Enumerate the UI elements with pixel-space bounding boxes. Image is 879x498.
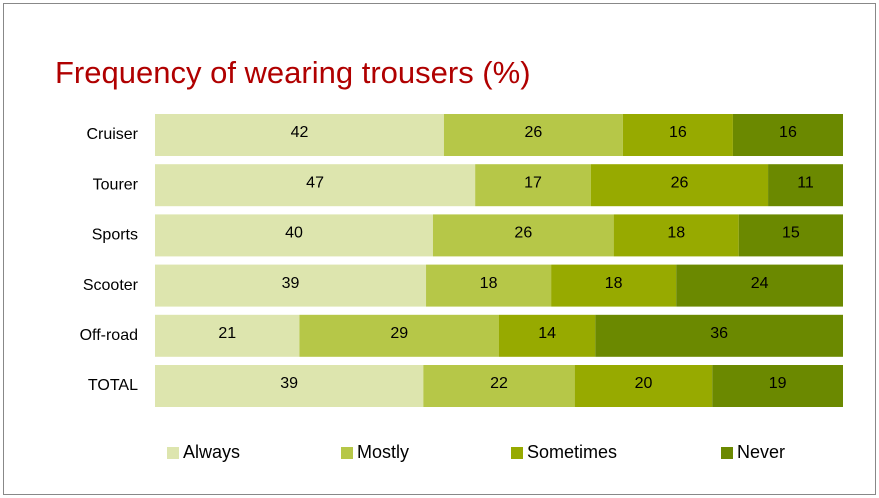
data-label: 11 [797, 174, 814, 191]
bar-segment [676, 264, 843, 307]
bar-segment [622, 114, 733, 156]
data-label: 16 [669, 124, 687, 141]
data-label: 26 [525, 124, 543, 141]
bar-segment [155, 314, 300, 357]
legend-label: Never [737, 442, 785, 462]
bar-segment [613, 214, 739, 257]
bar-segment [590, 164, 769, 207]
bar-segment [738, 214, 843, 257]
bar-segment [499, 314, 596, 357]
bar-segment [595, 314, 843, 357]
y-tick-label: TOTAL [88, 377, 138, 394]
data-label: 26 [671, 174, 689, 191]
bar-segment [299, 314, 499, 357]
bar-segment [155, 264, 427, 307]
bar-segment [155, 114, 444, 156]
data-label: 47 [306, 174, 324, 191]
y-tick-label: Off-road [80, 327, 138, 344]
bar-segment [155, 214, 433, 257]
data-label: 15 [782, 225, 800, 242]
bar-segment [155, 164, 476, 207]
legend-swatch [511, 447, 523, 459]
data-label: 39 [282, 275, 300, 292]
data-label: 20 [635, 375, 653, 392]
data-label: 18 [605, 275, 623, 292]
chart-title: Frequency of wearing trousers (%) [55, 55, 531, 90]
data-label: 40 [285, 225, 303, 242]
data-label: 22 [490, 375, 508, 392]
data-label: 39 [280, 375, 298, 392]
legend-swatch [167, 447, 179, 459]
data-label: 36 [710, 325, 728, 342]
y-tick-label: Scooter [83, 277, 139, 294]
legend-label: Sometimes [527, 442, 617, 462]
y-tick-label: Cruiser [86, 126, 138, 143]
data-label: 21 [218, 325, 236, 342]
data-label: 24 [751, 275, 769, 292]
bar-segment [475, 164, 591, 207]
bar-segment [551, 264, 677, 307]
data-label: 26 [514, 225, 532, 242]
data-label: 18 [480, 275, 498, 292]
bar-segment [768, 164, 843, 207]
data-label: 29 [390, 325, 408, 342]
legend-swatch [341, 447, 353, 459]
y-tick-label: Tourer [93, 176, 139, 193]
bar-segment [732, 114, 843, 156]
y-tick-label: Sports [92, 227, 138, 244]
bar-segment [443, 114, 623, 156]
data-label: 18 [667, 225, 685, 242]
data-label: 19 [769, 375, 787, 392]
bar-segment [426, 264, 552, 307]
bar-segment [423, 365, 575, 407]
data-label: 17 [524, 174, 542, 191]
bar-segment [712, 365, 843, 407]
bar-segment [432, 214, 614, 257]
bar-segment [155, 365, 424, 407]
data-label: 42 [291, 124, 309, 141]
data-label: 16 [779, 124, 797, 141]
legend-label: Mostly [357, 442, 409, 462]
legend-label: Always [183, 442, 240, 462]
bar-segment [574, 365, 713, 407]
data-label: 14 [538, 325, 556, 342]
legend-swatch [721, 447, 733, 459]
